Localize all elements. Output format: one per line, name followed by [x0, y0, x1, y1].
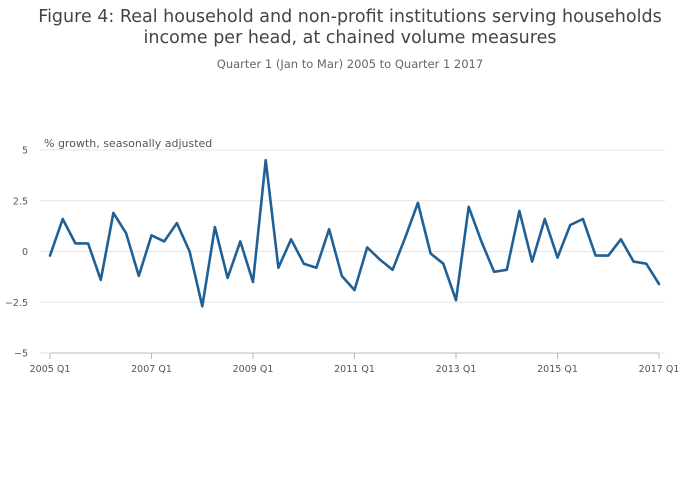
y-axis-label: % growth, seasonally adjusted — [44, 137, 212, 150]
data-point[interactable] — [87, 242, 90, 245]
x-tick-label: 2015 Q1 — [537, 364, 578, 375]
x-tick-label: 2013 Q1 — [436, 364, 477, 375]
data-point[interactable] — [645, 262, 648, 265]
data-point[interactable] — [239, 240, 242, 243]
data-point[interactable] — [658, 283, 661, 286]
data-point[interactable] — [277, 266, 280, 269]
data-point[interactable] — [544, 218, 547, 221]
y-tick-label: 2.5 — [13, 196, 28, 207]
data-point[interactable] — [531, 260, 534, 263]
data-point[interactable] — [290, 238, 293, 241]
y-tick-labels: 5 2.5 0 −2.5 −5 — [5, 146, 28, 360]
data-point[interactable] — [366, 246, 369, 249]
data-point[interactable] — [518, 210, 521, 213]
data-point[interactable] — [493, 271, 496, 274]
data-point[interactable] — [328, 228, 331, 231]
data-point[interactable] — [442, 262, 445, 265]
data-point[interactable] — [569, 224, 572, 227]
data-point[interactable] — [480, 240, 483, 243]
x-tick-label: 2011 Q1 — [334, 364, 375, 375]
x-tick-labels: 2005 Q1 2007 Q1 2009 Q1 2011 Q1 2013 Q1 2015 … — [30, 364, 680, 375]
data-point[interactable] — [594, 254, 597, 257]
x-tick-label: 2005 Q1 — [30, 364, 71, 375]
data-point[interactable] — [315, 266, 318, 269]
x-tick-label: 2017 Q1 — [639, 364, 680, 375]
data-point[interactable] — [417, 201, 420, 204]
data-point[interactable] — [455, 299, 458, 302]
data-point[interactable] — [49, 254, 52, 257]
data-point[interactable] — [112, 212, 115, 215]
data-point[interactable] — [379, 258, 382, 261]
series-line — [48, 158, 661, 308]
data-point[interactable] — [632, 260, 635, 263]
data-point[interactable] — [163, 240, 166, 243]
y-tick-label: −2.5 — [5, 298, 28, 309]
y-tick-label: 5 — [22, 146, 28, 157]
data-point[interactable] — [201, 305, 204, 308]
gridlines — [40, 149, 665, 354]
data-point[interactable] — [341, 275, 344, 278]
y-tick-label: 0 — [22, 247, 28, 258]
data-point[interactable] — [264, 159, 267, 162]
data-point[interactable] — [556, 256, 559, 259]
y-tick-label: −5 — [14, 349, 28, 360]
data-point[interactable] — [74, 242, 77, 245]
data-point[interactable] — [138, 275, 141, 278]
x-axis — [49, 352, 660, 359]
chart-subtitle: Quarter 1 (Jan to Mar) 2005 to Quarter 1… — [216, 57, 484, 71]
data-point[interactable] — [429, 252, 432, 255]
data-point[interactable] — [61, 218, 64, 221]
chart-title: Figure 4: Real household and non-profit … — [0, 7, 700, 49]
data-point[interactable] — [214, 226, 217, 229]
data-point[interactable] — [404, 236, 407, 239]
data-point[interactable] — [252, 281, 255, 284]
x-tick-label: 2007 Q1 — [131, 364, 172, 375]
data-point[interactable] — [467, 206, 470, 209]
data-point[interactable] — [99, 279, 102, 282]
x-tick-label: 2009 Q1 — [233, 364, 274, 375]
data-point[interactable] — [607, 254, 610, 257]
data-point[interactable] — [125, 232, 128, 235]
data-point[interactable] — [188, 250, 191, 253]
series-group — [48, 158, 661, 308]
chart-title-line-2: income per head, at chained volume measu… — [143, 28, 557, 48]
data-point[interactable] — [176, 222, 179, 225]
chart-title-line-1: Figure 4: Real household and non-profit … — [38, 7, 662, 27]
data-point[interactable] — [391, 268, 394, 271]
data-point[interactable] — [302, 262, 305, 265]
data-point[interactable] — [353, 289, 356, 292]
data-point[interactable] — [505, 268, 508, 271]
data-point[interactable] — [150, 234, 153, 237]
data-point[interactable] — [226, 277, 229, 280]
data-point[interactable] — [620, 238, 623, 241]
data-point[interactable] — [582, 218, 585, 221]
